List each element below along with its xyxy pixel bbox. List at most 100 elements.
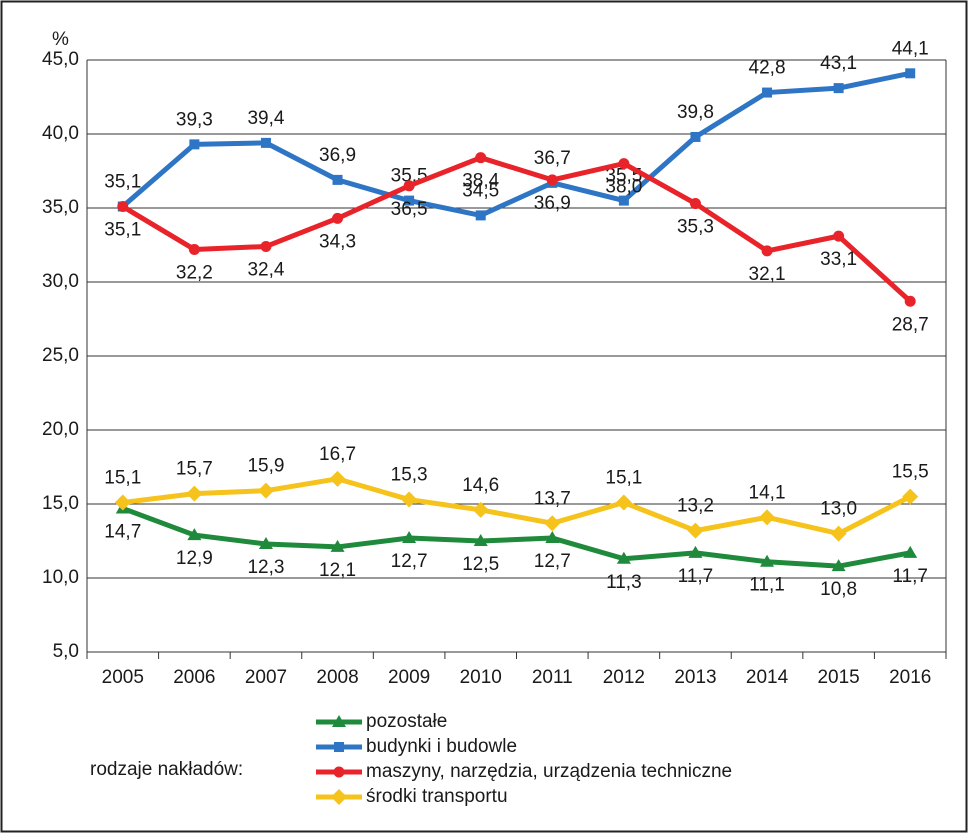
data-label: 43,1	[820, 53, 857, 74]
data-label: 12,3	[247, 557, 284, 578]
x-tick-label: 2010	[460, 667, 502, 688]
point	[333, 766, 345, 778]
point	[332, 174, 343, 185]
data-label: 42,8	[749, 58, 786, 79]
data-label: 35,3	[677, 217, 714, 238]
point	[545, 531, 560, 544]
data-label: 36,9	[534, 193, 571, 214]
data-label: 34,5	[462, 180, 499, 201]
point	[475, 152, 487, 164]
y-tick-label: 35,0	[42, 197, 79, 218]
y-axis-label: %	[52, 29, 69, 50]
point	[331, 789, 347, 805]
x-tick-label: 2009	[388, 667, 430, 688]
data-label: 15,3	[391, 465, 428, 486]
point	[329, 470, 346, 487]
x-tick-label: 2012	[603, 667, 645, 688]
point	[689, 198, 701, 210]
point	[257, 482, 274, 499]
y-tick-label: 10,0	[42, 567, 79, 588]
point	[902, 488, 919, 505]
point	[186, 485, 203, 502]
y-tick-label: 45,0	[42, 49, 79, 70]
series-line	[121, 506, 911, 569]
point	[615, 494, 632, 511]
y-tick-label: 25,0	[42, 345, 79, 366]
point	[330, 539, 345, 552]
y-tick-label: 40,0	[42, 123, 79, 144]
point	[903, 545, 918, 558]
data-label: 15,5	[892, 462, 929, 483]
data-label: 12,7	[391, 551, 428, 572]
data-label: 39,8	[677, 102, 714, 123]
point	[760, 554, 775, 567]
point	[688, 545, 703, 558]
data-label: 39,3	[176, 109, 213, 130]
point	[618, 195, 629, 206]
data-label: 10,8	[820, 579, 857, 600]
point	[260, 240, 272, 252]
data-label: 11,7	[678, 566, 714, 587]
point	[831, 559, 846, 572]
x-tick-label: 2013	[674, 667, 716, 688]
point	[759, 509, 776, 526]
data-label: 16,7	[319, 444, 356, 465]
legend-title: rodzaje nakładów:	[90, 759, 243, 780]
point	[472, 501, 489, 518]
data-label: 11,3	[606, 572, 642, 593]
x-tick-label: 2006	[173, 667, 215, 688]
point	[404, 195, 415, 206]
data-label: 15,1	[104, 468, 141, 489]
y-tick-label: 15,0	[42, 493, 79, 514]
data-label: 12,1	[319, 560, 356, 581]
x-tick-label: 2008	[316, 667, 358, 688]
data-label: 35,1	[104, 172, 141, 193]
point	[402, 531, 417, 544]
data-label: 36,9	[319, 145, 356, 166]
legend-label: budynki i budowle	[366, 736, 517, 757]
data-label: 12,7	[534, 551, 571, 572]
series-line	[121, 155, 912, 304]
data-label: 32,2	[176, 262, 213, 283]
data-label: 36,5	[391, 199, 428, 220]
point	[332, 715, 346, 727]
series-line	[121, 70, 911, 218]
data-label: 15,9	[247, 456, 284, 477]
data-label: 12,5	[462, 554, 499, 575]
legend-label: środki transportu	[366, 786, 508, 807]
x-tick-label: 2016	[889, 667, 931, 688]
data-label: 32,4	[247, 259, 284, 280]
y-tick-label: 20,0	[42, 419, 79, 440]
point	[833, 83, 844, 94]
point	[687, 522, 704, 539]
point	[332, 212, 344, 224]
data-label: 15,1	[605, 468, 642, 489]
data-label: 38,4	[462, 171, 499, 192]
point	[830, 525, 847, 542]
data-label: 13,7	[534, 488, 571, 509]
data-label: 32,1	[749, 264, 786, 285]
point	[475, 210, 486, 221]
point	[833, 230, 845, 242]
point	[403, 180, 415, 192]
data-label: 36,7	[534, 148, 571, 169]
data-label: 12,9	[176, 548, 213, 569]
x-tick-label: 2015	[817, 667, 859, 688]
data-label: 34,3	[319, 231, 356, 252]
data-label: 14,1	[749, 482, 786, 503]
point	[544, 515, 561, 532]
data-label: 13,2	[677, 496, 714, 517]
point	[401, 491, 418, 508]
point	[187, 528, 202, 541]
point	[618, 158, 630, 170]
data-label: 14,6	[462, 475, 499, 496]
x-tick-label: 2011	[532, 667, 573, 688]
data-label: 44,1	[892, 38, 929, 59]
point	[258, 536, 273, 549]
point	[690, 131, 701, 142]
point	[117, 201, 129, 213]
point	[260, 137, 271, 148]
point	[546, 174, 558, 186]
